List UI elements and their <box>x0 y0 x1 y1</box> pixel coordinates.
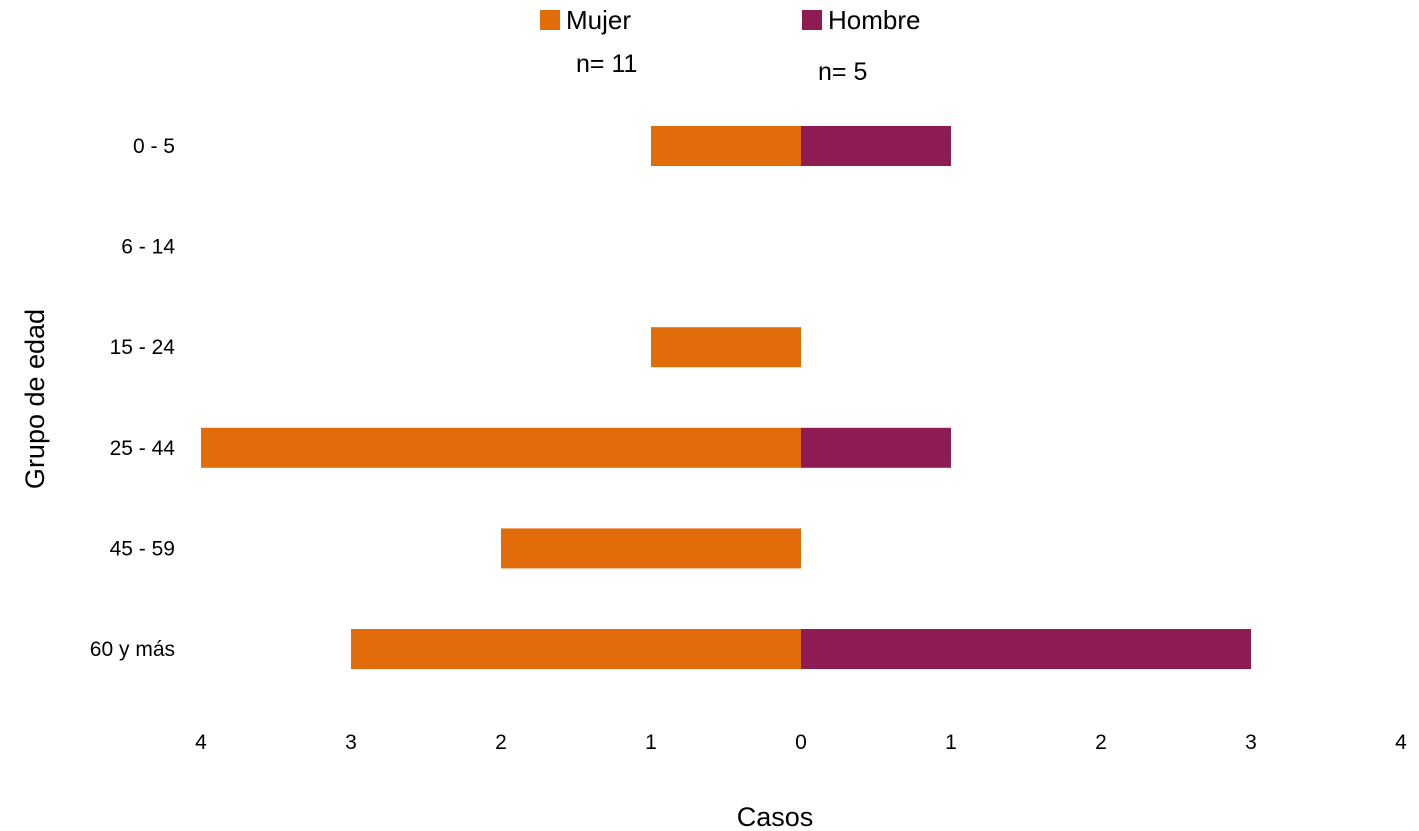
legend-label-hombre: Hombre <box>828 5 920 35</box>
x-tick-label: 1 <box>945 731 957 754</box>
x-tick-label: 3 <box>345 731 357 754</box>
legend: Mujer Hombre n= 11 n= 5 <box>540 5 920 86</box>
x-tick-label: 1 <box>645 731 657 754</box>
x-tick-labels: 4 3 2 1 0 1 2 3 4 <box>195 731 1407 754</box>
y-tick-label-60-y-mas: 60 y más <box>90 638 175 661</box>
bar-mujer-15-24 <box>651 327 801 368</box>
y-tick-label-6-14: 6 - 14 <box>121 236 175 259</box>
bars-group <box>201 126 1251 669</box>
x-tick-label: 4 <box>1395 731 1407 754</box>
bar-mujer-45-59 <box>501 528 801 569</box>
y-tick-labels: 0 - 5 6 - 14 15 - 24 25 - 44 45 - 59 60 y más <box>90 135 176 661</box>
legend-swatch-mujer <box>540 10 560 30</box>
x-tick-label: 4 <box>195 731 207 754</box>
y-tick-label-25-44: 25 - 44 <box>110 437 176 460</box>
y-tick-label-45-59: 45 - 59 <box>110 537 175 560</box>
bar-mujer-25-44 <box>201 427 801 468</box>
y-axis-title: Grupo de edad <box>20 309 50 489</box>
x-tick-label: 2 <box>495 731 507 754</box>
x-axis-title: Casos <box>737 802 814 831</box>
n-label-hombre: n= 5 <box>818 58 867 86</box>
x-tick-label: 3 <box>1245 731 1257 754</box>
legend-label-mujer: Mujer <box>566 5 631 35</box>
x-tick-label: 2 <box>1095 731 1107 754</box>
y-tick-label-0-5: 0 - 5 <box>133 135 175 158</box>
n-label-mujer: n= 11 <box>576 50 637 78</box>
y-tick-label-15-24: 15 - 24 <box>110 336 176 359</box>
bar-hombre-0-5 <box>801 126 951 166</box>
bar-mujer-60-y-mas <box>351 629 801 669</box>
bar-mujer-0-5 <box>651 126 801 166</box>
x-tick-label: 0 <box>795 731 807 754</box>
bar-hombre-25-44 <box>801 427 951 468</box>
bar-hombre-60-y-mas <box>801 629 1251 669</box>
legend-swatch-hombre <box>802 10 822 30</box>
